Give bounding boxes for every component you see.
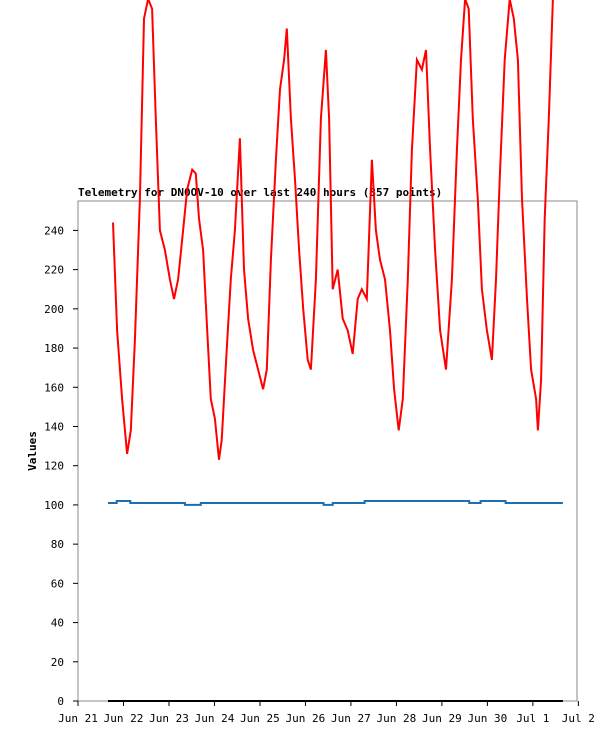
x-tick-label: Jun 28	[377, 712, 417, 725]
plot-frame	[77, 200, 578, 702]
y-tick-label: 220	[44, 264, 64, 277]
y-tick-label: 20	[51, 656, 64, 669]
x-tick-label: Jul 2	[562, 712, 595, 725]
x-tick-label: Jun 22	[104, 712, 144, 725]
series-line	[112, 0, 554, 460]
x-tick-label: Jun 29	[422, 712, 462, 725]
x-tick-label: Jun 26	[286, 712, 326, 725]
series-line	[108, 500, 563, 506]
x-tick-label: Jun 25	[240, 712, 280, 725]
y-tick-label: 40	[51, 617, 64, 630]
y-tick-label: 200	[44, 303, 64, 316]
x-tick-label: Jun 21	[58, 712, 98, 725]
y-tick-label: 80	[51, 538, 64, 551]
y-tick-label: 240	[44, 224, 64, 237]
y-tick-label: 120	[44, 460, 64, 473]
y-tick-label: 160	[44, 381, 64, 394]
y-tick-label: 100	[44, 499, 64, 512]
x-tick-label: Jun 23	[149, 712, 189, 725]
y-axis-label: Values	[26, 431, 39, 471]
x-tick-label: Jul 1	[516, 712, 549, 725]
y-tick-label: 60	[51, 577, 64, 590]
x-tick-label: Jun 24	[195, 712, 235, 725]
y-tick-label: 180	[44, 342, 64, 355]
x-tick-label: Jun 30	[468, 712, 508, 725]
y-tick-label: 140	[44, 420, 64, 433]
x-tick-label: Jun 27	[331, 712, 371, 725]
chart-title: Telemetry for DN0OV-10 over last 240 hou…	[78, 186, 442, 199]
y-tick-label: 0	[57, 695, 64, 708]
